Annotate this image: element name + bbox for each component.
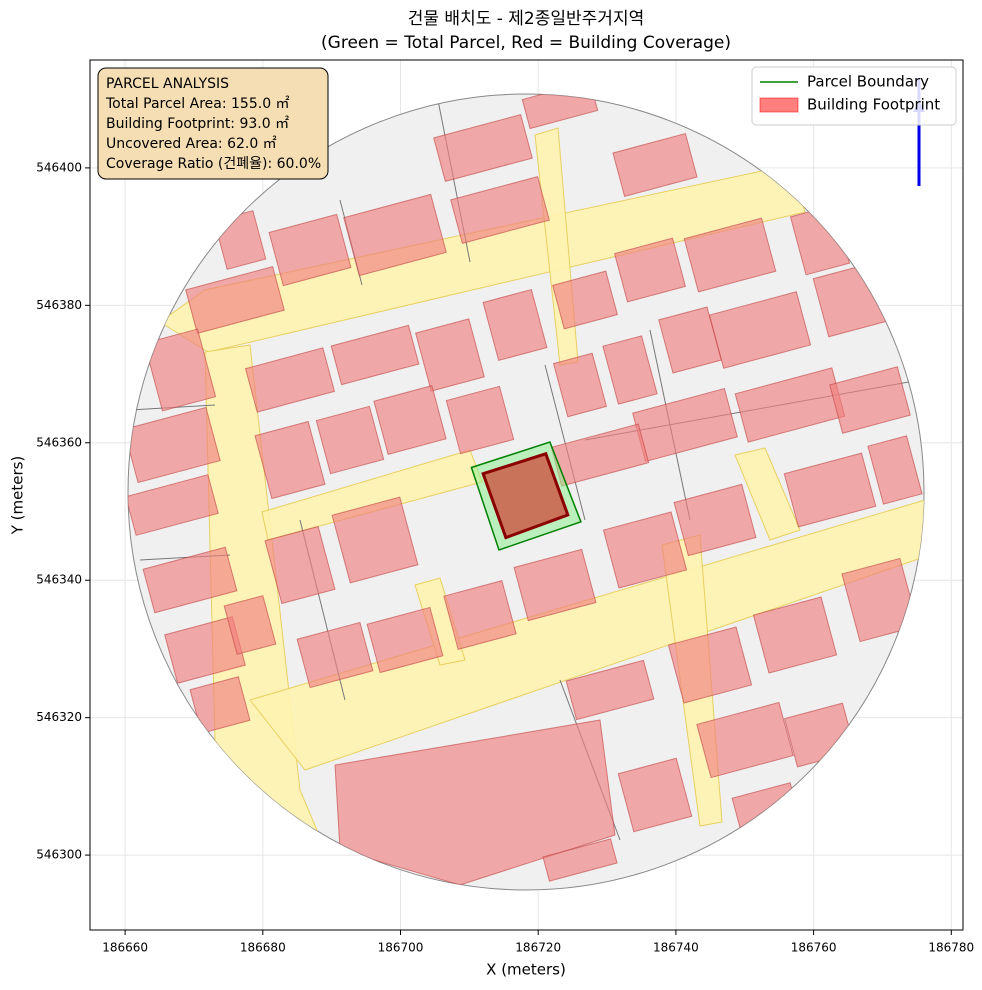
x-tick-label: 186760 [791, 941, 837, 955]
legend-label: Building Footprint [807, 96, 940, 114]
building [542, 838, 618, 882]
annotation-line: PARCEL ANALYSIS [106, 76, 229, 92]
building [128, 406, 221, 484]
building [185, 266, 285, 334]
annotation-line: Building Footprint: 93.0 ㎡ [106, 116, 289, 132]
building [331, 496, 419, 584]
building [142, 546, 238, 614]
building [366, 606, 444, 674]
x-tick-label: 186660 [102, 941, 148, 955]
building [450, 176, 550, 244]
chart-title: 건물 배치도 - 제2종일반주거지역 [408, 9, 644, 29]
ticks: 186660 186680 186700 186720 186740 186760 1867… [36, 160, 974, 954]
x-tick-label: 186740 [653, 941, 699, 955]
building [513, 548, 597, 622]
x-axis-label: X (meters) [486, 961, 566, 979]
building [683, 217, 777, 293]
building-footprint [481, 451, 570, 540]
building [658, 306, 722, 374]
building [343, 193, 447, 277]
legend-box [751, 66, 957, 126]
building [128, 474, 219, 536]
y-tick-label: 546400 [36, 160, 82, 174]
y-tick-label: 546300 [36, 848, 82, 862]
building [443, 580, 517, 650]
y-tick-label: 546360 [36, 435, 82, 449]
building [552, 352, 608, 418]
x-tick-label: 186780 [928, 941, 974, 955]
building [264, 525, 336, 605]
building [602, 335, 658, 405]
building [841, 557, 919, 643]
building [867, 435, 923, 505]
building [565, 659, 655, 721]
building [752, 596, 838, 674]
building [244, 347, 336, 413]
x-tick-label: 186680 [240, 941, 286, 955]
block-line [544, 364, 586, 521]
building [696, 701, 794, 779]
building [223, 595, 277, 655]
y-tick-label: 546320 [36, 710, 82, 724]
annotation-box [97, 67, 329, 180]
road [734, 447, 801, 541]
buildings [128, 94, 923, 886]
building [482, 288, 548, 362]
annotation: PARCEL ANALYSIS Total Parcel Area: 155.0 … [105, 76, 321, 172]
building [617, 757, 693, 833]
building [783, 452, 877, 528]
building [254, 420, 326, 500]
x-tick-label: 186700 [378, 941, 424, 955]
building [268, 213, 352, 287]
axes-frame [89, 59, 964, 931]
site-context [128, 94, 924, 886]
building [612, 132, 698, 198]
x-tick-label: 186720 [515, 941, 561, 955]
legend-label: Parcel Boundary [807, 73, 929, 91]
annotation-line: Coverage Ratio (건폐율): 60.0% [106, 156, 321, 172]
building [330, 324, 420, 386]
annotation-line: Uncovered Area: 62.0 ㎡ [106, 136, 277, 152]
building [667, 626, 753, 704]
building [315, 405, 385, 475]
building [189, 676, 251, 734]
building [552, 270, 618, 330]
building [334, 719, 616, 886]
legend-swatch [759, 97, 799, 113]
building [602, 511, 688, 589]
parcel-layer [470, 441, 582, 551]
building [296, 621, 374, 689]
building [613, 237, 687, 303]
building [433, 114, 533, 182]
y-tick-label: 546380 [36, 298, 82, 312]
building [445, 385, 515, 455]
y-tick-label: 546340 [36, 573, 82, 587]
chart-subtitle: (Green = Total Parcel, Red = Building Co… [321, 33, 731, 53]
building [143, 328, 217, 412]
building [415, 318, 485, 392]
building [373, 385, 447, 455]
annotation-line: Total Parcel Area: 155.0 ㎡ [105, 96, 290, 112]
building [829, 366, 911, 434]
y-axis-label: Y (meters) [9, 456, 27, 536]
building [673, 483, 757, 557]
legend: Parcel Boundary Building Footprint [759, 73, 940, 114]
